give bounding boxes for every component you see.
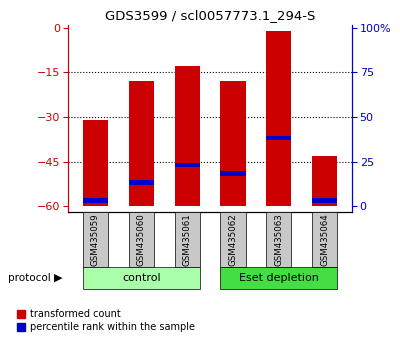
Bar — [129, 181, 154, 185]
Bar — [220, 81, 246, 206]
Bar — [220, 171, 246, 176]
Text: GSM435059: GSM435059 — [91, 213, 100, 266]
Text: GSM435064: GSM435064 — [320, 213, 329, 266]
Legend: transformed count, percentile rank within the sample: transformed count, percentile rank withi… — [17, 309, 194, 332]
Bar — [83, 120, 108, 206]
Text: GSM435061: GSM435061 — [182, 213, 192, 266]
Bar — [174, 162, 200, 167]
Bar — [266, 212, 291, 267]
Bar — [266, 136, 291, 140]
Bar — [83, 267, 200, 289]
Title: GDS3599 / scl0057773.1_294-S: GDS3599 / scl0057773.1_294-S — [105, 9, 315, 22]
Text: protocol: protocol — [8, 273, 51, 283]
Text: GSM435060: GSM435060 — [137, 213, 146, 266]
Text: Eset depletion: Eset depletion — [239, 273, 319, 283]
Bar — [174, 67, 200, 206]
Text: GSM435062: GSM435062 — [228, 213, 238, 266]
Bar — [129, 81, 154, 206]
Bar — [220, 212, 246, 267]
Bar — [312, 212, 337, 267]
Bar — [220, 267, 337, 289]
Bar — [312, 198, 337, 203]
Bar — [266, 31, 291, 206]
Text: ▶: ▶ — [54, 273, 62, 283]
Bar — [174, 212, 200, 267]
Text: control: control — [122, 273, 161, 283]
Bar — [129, 212, 154, 267]
Bar — [312, 156, 337, 206]
Bar — [83, 198, 108, 203]
Bar — [83, 212, 108, 267]
Text: GSM435063: GSM435063 — [274, 213, 283, 266]
